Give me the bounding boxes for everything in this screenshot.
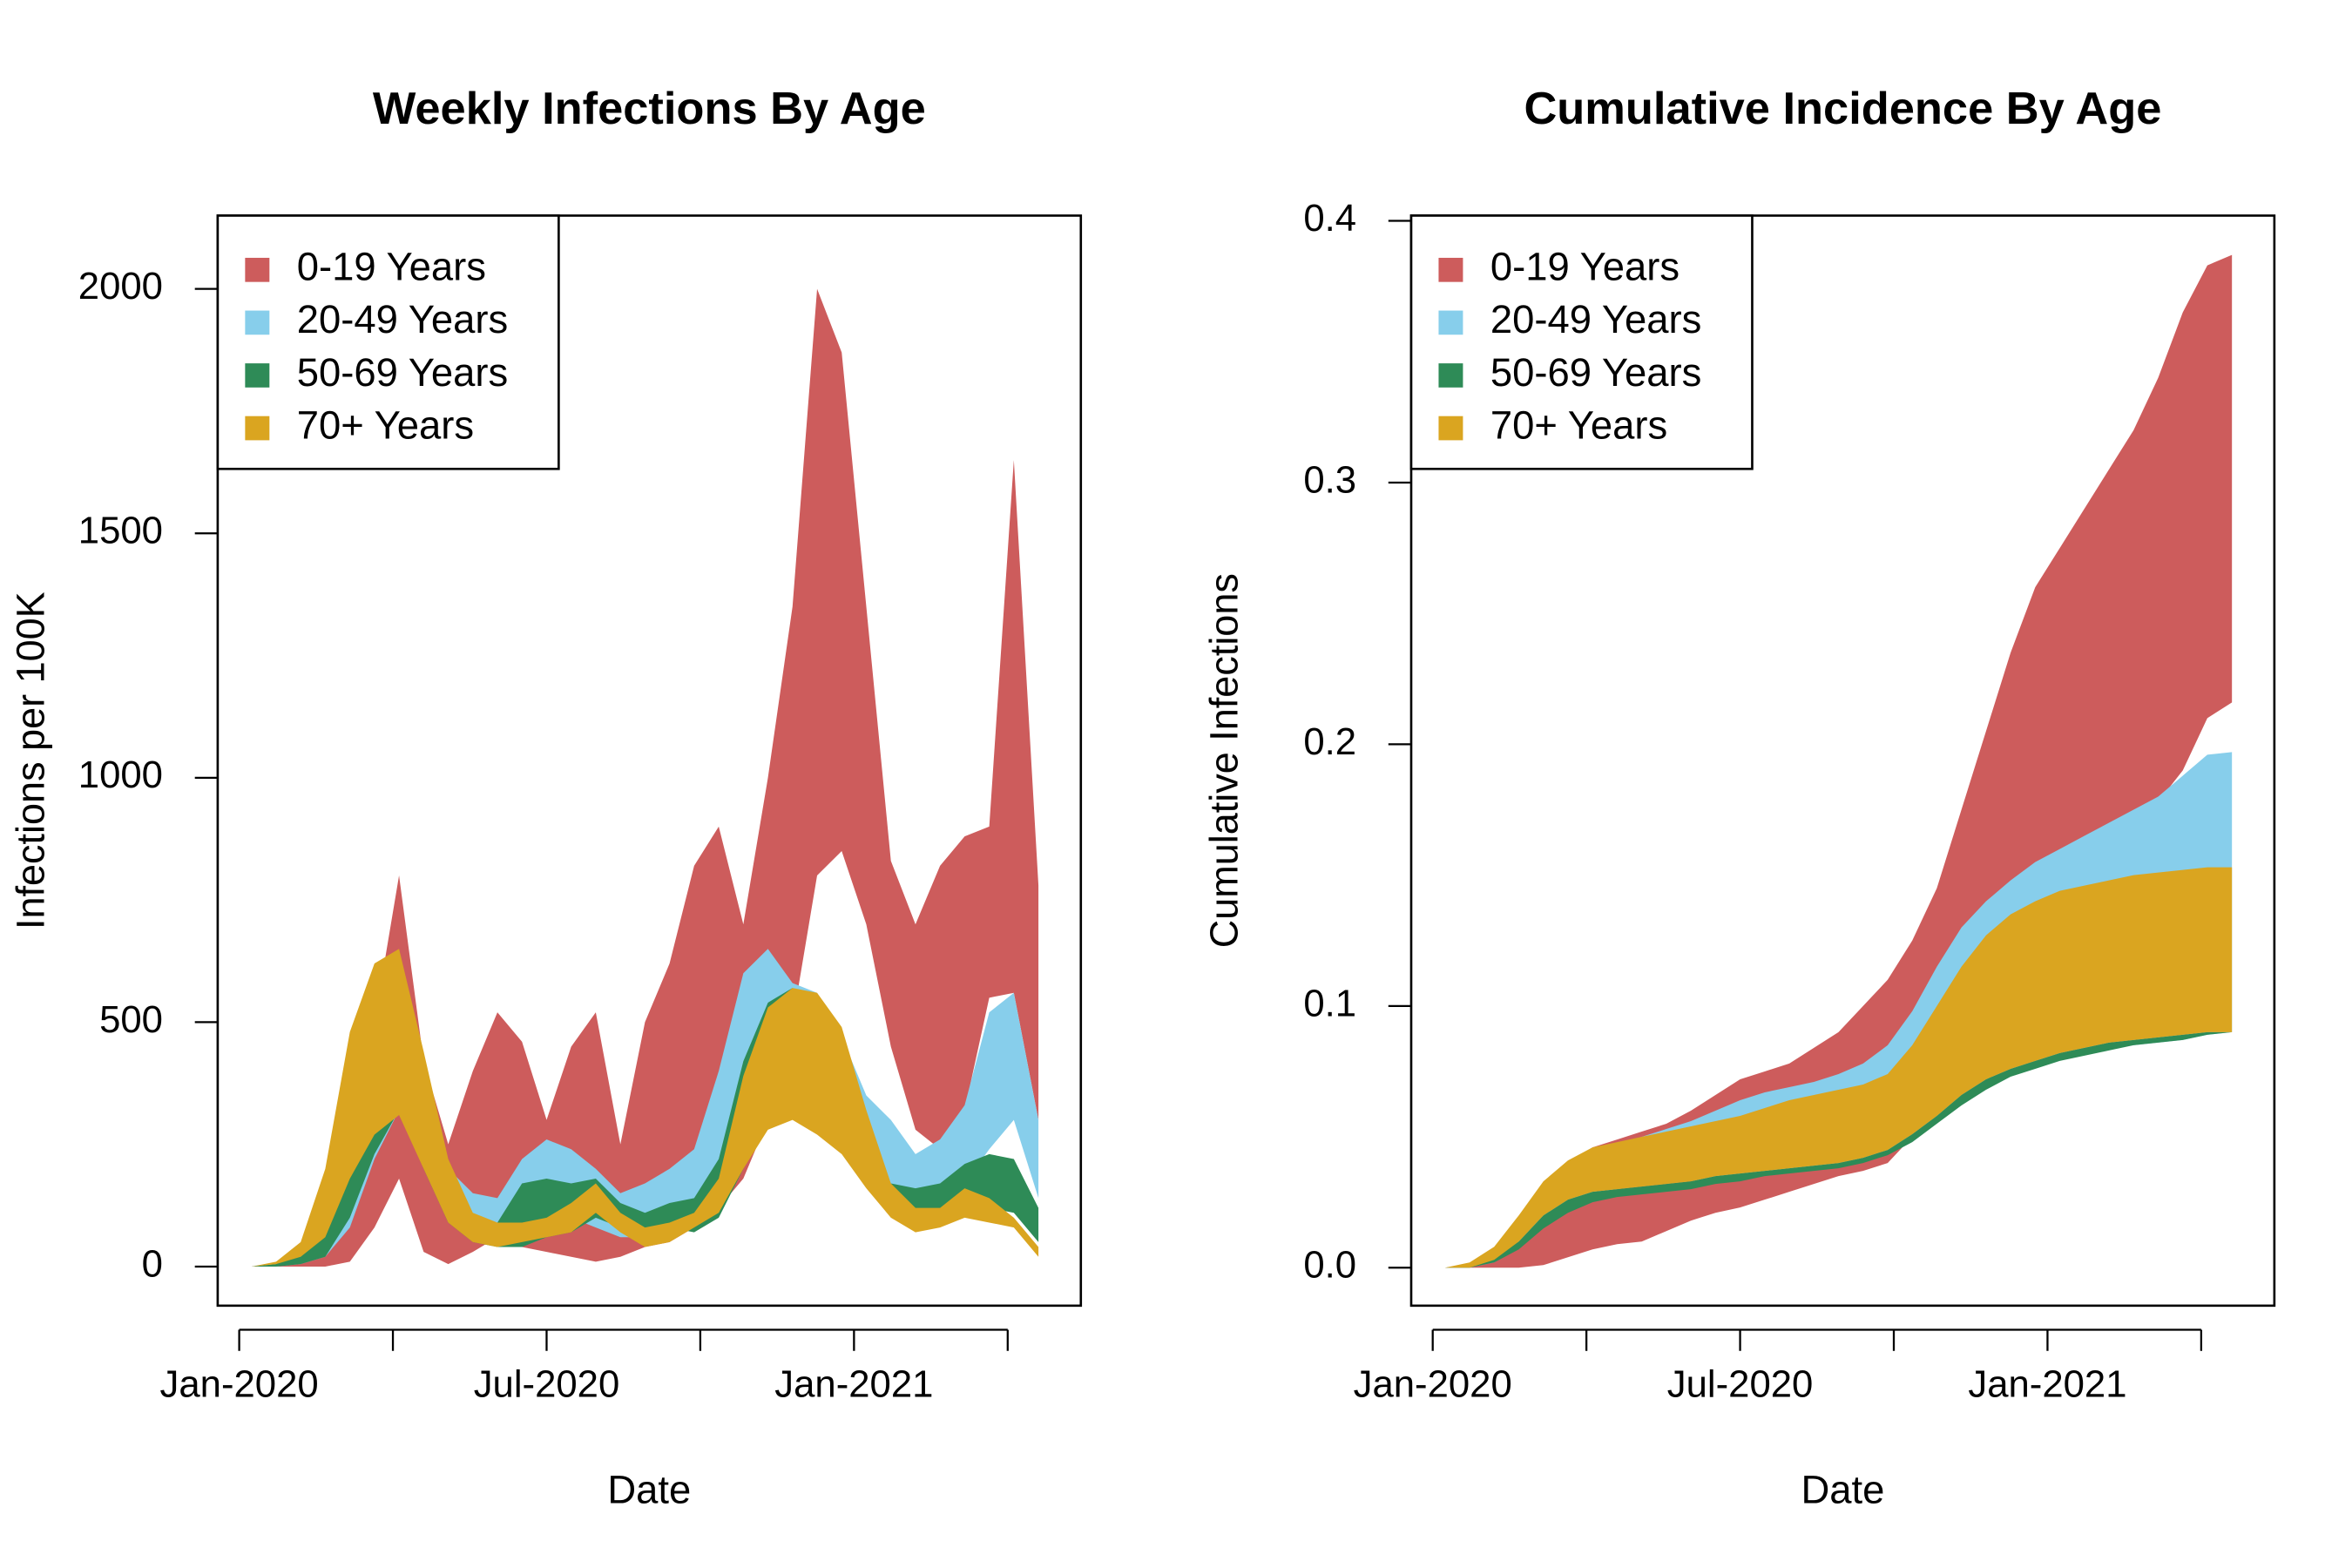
legend-label: 50-69 Years xyxy=(297,350,508,395)
legend-label: 70+ Years xyxy=(1490,403,1667,448)
legend-swatch xyxy=(1438,416,1463,441)
y-tick-label: 0.2 xyxy=(1303,721,1356,763)
legend: 0-19 Years 20-49 Years 50-69 Years 70+ Year… xyxy=(1409,214,1754,470)
y-tick-label: 2000 xyxy=(78,266,163,308)
y-tick-label: 0.0 xyxy=(1303,1245,1356,1287)
y-axis-title: Cumulative Infections xyxy=(1201,573,1246,948)
legend-box xyxy=(1409,214,1754,470)
legend-swatch xyxy=(1438,257,1463,282)
y-tick-label: 0.4 xyxy=(1303,198,1356,240)
plot-frame xyxy=(1409,214,2276,1308)
legend-label: 20-49 Years xyxy=(297,297,508,341)
legend-label: 0-19 Years xyxy=(297,245,486,289)
band xyxy=(251,288,1039,1267)
x-tick-label: Jan-2020 xyxy=(160,1364,319,1406)
y-tick-label: 500 xyxy=(99,999,163,1041)
y-tick-label: 0.3 xyxy=(1303,460,1356,502)
legend-swatch xyxy=(245,310,270,335)
x-tick-label: Jul-2020 xyxy=(1667,1364,1814,1406)
x-axis-title: Date xyxy=(1801,1468,1884,1512)
panel: Weekly Infections By Age Date Infections p… xyxy=(8,84,1083,1512)
legend-swatch xyxy=(1438,310,1463,335)
x-tick-label: Jan-2021 xyxy=(774,1364,933,1406)
legend-label: 70+ Years xyxy=(297,403,474,448)
legend: 0-19 Years 20-49 Years 50-69 Years 70+ Year… xyxy=(216,214,560,470)
x-axis-title: Date xyxy=(607,1468,691,1512)
plot-frame xyxy=(216,214,1083,1308)
legend-label: 50-69 Years xyxy=(1490,350,1701,395)
legend-box xyxy=(216,214,560,470)
legend-swatch xyxy=(245,257,270,282)
y-tick-label: 0.1 xyxy=(1303,983,1356,1024)
band xyxy=(1444,254,2233,1268)
chart-title: Cumulative Incidence By Age xyxy=(1524,84,2161,134)
legend-swatch xyxy=(245,363,270,388)
y-tick-label: 0 xyxy=(142,1244,163,1286)
legend-swatch xyxy=(1438,363,1463,388)
legend-label: 20-49 Years xyxy=(1490,297,1701,341)
y-tick-label: 1000 xyxy=(78,754,163,796)
band xyxy=(1444,1031,2233,1268)
y-axis-title: Infections per 100K xyxy=(8,591,52,929)
x-tick-label: Jan-2021 xyxy=(1968,1364,2126,1406)
chart-title: Weekly Infections By Age xyxy=(373,84,926,134)
y-tick-label: 1500 xyxy=(78,510,163,552)
band xyxy=(251,949,1039,1267)
band xyxy=(1444,867,2233,1268)
legend-swatch xyxy=(245,416,270,441)
x-tick-label: Jan-2020 xyxy=(1354,1364,1512,1406)
panel: Cumulative Incidence By Age Date Cumulativ… xyxy=(1201,84,2276,1512)
legend-label: 0-19 Years xyxy=(1490,245,1680,289)
x-tick-label: Jul-2020 xyxy=(474,1364,620,1406)
